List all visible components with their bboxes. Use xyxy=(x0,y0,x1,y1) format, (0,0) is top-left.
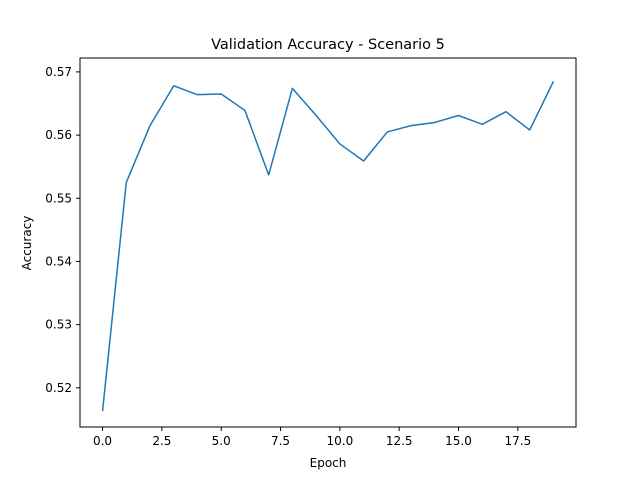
x-tick-label: 0.0 xyxy=(93,434,112,448)
y-tick-label: 0.53 xyxy=(45,318,72,332)
x-axis: 0.0 2.5 5.0 7.5 10.0 12.5 15.0 17.5 xyxy=(93,427,531,448)
y-tick-label: 0.56 xyxy=(45,128,72,142)
y-axis: 0.52 0.53 0.54 0.55 0.56 0.57 xyxy=(45,65,80,395)
x-tick-label: 17.5 xyxy=(504,434,531,448)
x-tick-label: 7.5 xyxy=(271,434,290,448)
x-tick-label: 10.0 xyxy=(327,434,354,448)
y-tick-label: 0.54 xyxy=(45,254,72,268)
chart-title: Validation Accuracy - Scenario 5 xyxy=(211,37,445,53)
x-tick-label: 5.0 xyxy=(212,434,231,448)
x-tick-label: 2.5 xyxy=(152,434,171,448)
x-axis-label: Epoch xyxy=(310,456,347,470)
x-tick-label: 12.5 xyxy=(386,434,413,448)
y-tick-label: 0.52 xyxy=(45,381,72,395)
plot-area: 0.0 2.5 5.0 7.5 10.0 12.5 15.0 17.5 0.520.530.5… xyxy=(45,57,577,448)
series-layer xyxy=(101,81,555,412)
y-tick-label: 0.55 xyxy=(45,191,72,205)
x-tick-label: 15.0 xyxy=(445,434,472,448)
series-line-0 xyxy=(101,81,555,412)
axes-frame xyxy=(79,57,577,428)
y-axis-label: Accuracy xyxy=(20,216,34,271)
y-tick-label: 0.57 xyxy=(45,65,72,79)
